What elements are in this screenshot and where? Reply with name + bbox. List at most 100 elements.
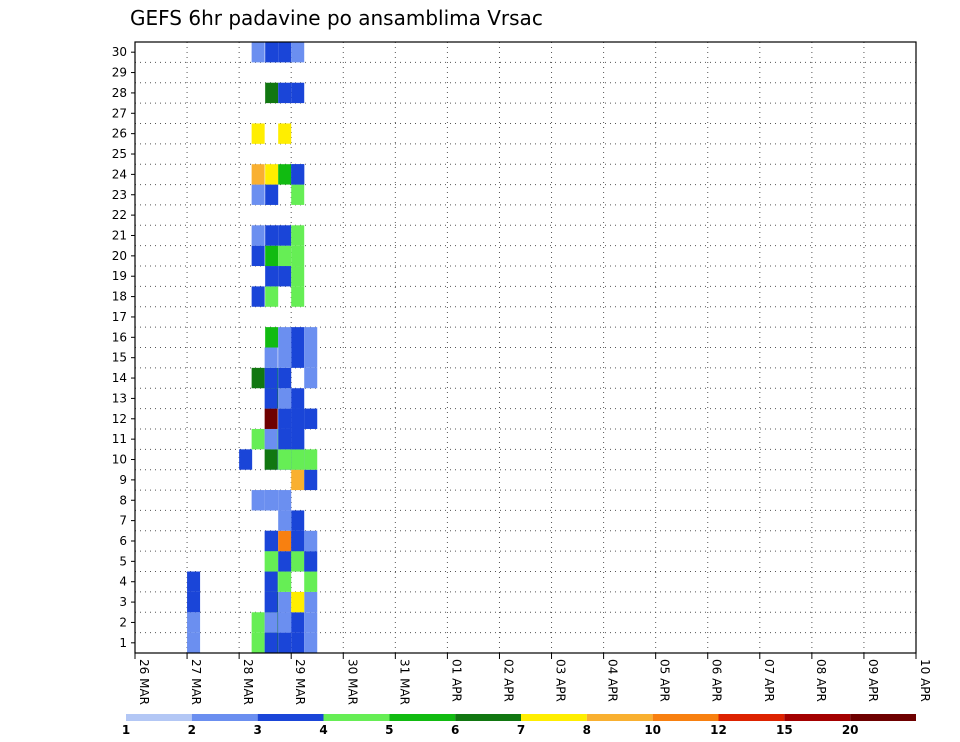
colorbar-segment bbox=[191, 714, 258, 721]
y-tick-label: 13 bbox=[112, 391, 127, 405]
heatmap-cell bbox=[278, 571, 292, 592]
heatmap-cell bbox=[278, 551, 292, 572]
x-tick-label: 03 APR bbox=[554, 659, 568, 702]
colorbar-label: 10 bbox=[644, 723, 661, 737]
heatmap-cell bbox=[187, 612, 201, 633]
colorbar-label: 7 bbox=[517, 723, 525, 737]
heatmap-cell bbox=[291, 245, 305, 267]
colorbar-label: 15 bbox=[776, 723, 793, 737]
heatmap-cell bbox=[278, 632, 292, 653]
heatmap-cell bbox=[251, 490, 265, 511]
heatmap-cell bbox=[291, 266, 305, 287]
heatmap-cell bbox=[264, 612, 278, 633]
heatmap-cell bbox=[251, 184, 265, 205]
y-tick-label: 4 bbox=[119, 575, 127, 589]
colorbar-segment bbox=[257, 714, 324, 721]
colorbar-label: 1 bbox=[122, 723, 130, 737]
heatmap-cell bbox=[291, 164, 305, 185]
x-tick-label: 26 MAR bbox=[137, 659, 151, 705]
colorbar-segment bbox=[455, 714, 521, 721]
colorbar-segment bbox=[323, 714, 390, 721]
heatmap-cell bbox=[239, 449, 253, 470]
x-tick-label: 04 APR bbox=[606, 659, 620, 702]
heatmap-cell bbox=[278, 82, 292, 104]
heatmap-cell bbox=[304, 347, 318, 368]
heatmap-cell bbox=[291, 388, 305, 409]
heatmap-cell bbox=[265, 82, 279, 104]
x-tick-label: 10 APR bbox=[918, 659, 932, 702]
heatmap-cell bbox=[187, 571, 201, 592]
heatmap-cell bbox=[265, 266, 279, 287]
y-tick-label: 11 bbox=[112, 432, 127, 446]
heatmap-cell bbox=[251, 428, 265, 450]
y-tick-label: 18 bbox=[112, 290, 127, 304]
colorbar-label: 3 bbox=[253, 723, 261, 737]
heatmap-cell bbox=[265, 184, 279, 205]
heatmap-cell bbox=[304, 469, 318, 491]
heatmap-cell bbox=[264, 632, 278, 653]
heatmap-cell bbox=[278, 490, 292, 511]
heatmap-cell bbox=[278, 367, 292, 389]
heatmap-cell bbox=[291, 184, 305, 205]
heatmap-cell bbox=[304, 551, 318, 572]
chart-title: GEFS 6hr padavine po ansamblima Vrsac bbox=[130, 6, 543, 30]
heatmap-cell bbox=[251, 123, 265, 144]
colorbar-label: 4 bbox=[319, 723, 327, 737]
heatmap-cell bbox=[251, 225, 265, 246]
plot-frame bbox=[134, 41, 917, 654]
heatmap-cell bbox=[265, 327, 279, 348]
heatmap-cell bbox=[251, 245, 265, 267]
heatmap-cell bbox=[278, 266, 292, 287]
heatmap-cell bbox=[291, 286, 305, 307]
colorbar-segment bbox=[718, 714, 785, 721]
colorbar-segment bbox=[389, 714, 456, 721]
heatmap-cell bbox=[278, 408, 292, 429]
x-tick-label: 02 APR bbox=[501, 659, 515, 702]
heatmap-cell bbox=[291, 632, 305, 653]
y-tick-label: 5 bbox=[119, 554, 127, 568]
y-tick-label: 30 bbox=[112, 45, 127, 59]
heatmap-cell bbox=[251, 612, 265, 633]
colorbar-label: 20 bbox=[842, 723, 859, 737]
heatmap-cell bbox=[291, 82, 305, 104]
heatmap-cell bbox=[251, 42, 265, 63]
heatmap-cell bbox=[278, 123, 292, 144]
heatmap-cell bbox=[187, 591, 201, 613]
heatmap-cell bbox=[251, 367, 265, 389]
heatmap-cell bbox=[278, 510, 292, 531]
y-tick-label: 25 bbox=[112, 147, 127, 161]
y-tick-label: 15 bbox=[112, 351, 127, 365]
heatmap-cell bbox=[291, 225, 305, 246]
colorbar-segment bbox=[784, 714, 851, 721]
heatmap-cell bbox=[265, 42, 279, 63]
y-tick-label: 29 bbox=[112, 66, 127, 80]
heatmap-cell bbox=[291, 591, 305, 613]
x-tick-label: 28 MAR bbox=[241, 659, 255, 705]
x-tick-label: 08 APR bbox=[814, 659, 828, 702]
heatmap-cell bbox=[278, 245, 292, 267]
x-tick-label: 01 APR bbox=[449, 659, 463, 702]
heatmap-cell bbox=[304, 449, 318, 470]
x-tick-label: 06 APR bbox=[710, 659, 724, 702]
heatmap-cell bbox=[278, 449, 292, 470]
heatmap-cell bbox=[251, 164, 265, 185]
heatmap-cell bbox=[291, 612, 305, 633]
heatmap-cell bbox=[304, 571, 318, 592]
heatmap-cell bbox=[264, 490, 278, 511]
colorbar-label: 2 bbox=[188, 723, 196, 737]
heatmap-cell bbox=[304, 632, 318, 653]
heatmap-cell bbox=[265, 164, 279, 185]
heatmap-cell bbox=[291, 469, 305, 491]
heatmap-cell bbox=[304, 327, 318, 348]
heatmap-cell bbox=[264, 449, 278, 470]
heatmap-cell bbox=[278, 327, 292, 348]
heatmap-cell bbox=[278, 42, 292, 63]
heatmap-cell bbox=[278, 388, 292, 409]
heatmap-cell bbox=[264, 530, 278, 552]
colorbar-segment bbox=[521, 714, 587, 721]
colorbar-label: 6 bbox=[451, 723, 459, 737]
heatmap-cell bbox=[251, 632, 265, 653]
y-tick-label: 8 bbox=[119, 493, 127, 507]
y-tick-label: 7 bbox=[119, 514, 127, 528]
heatmap-cell bbox=[265, 286, 279, 307]
